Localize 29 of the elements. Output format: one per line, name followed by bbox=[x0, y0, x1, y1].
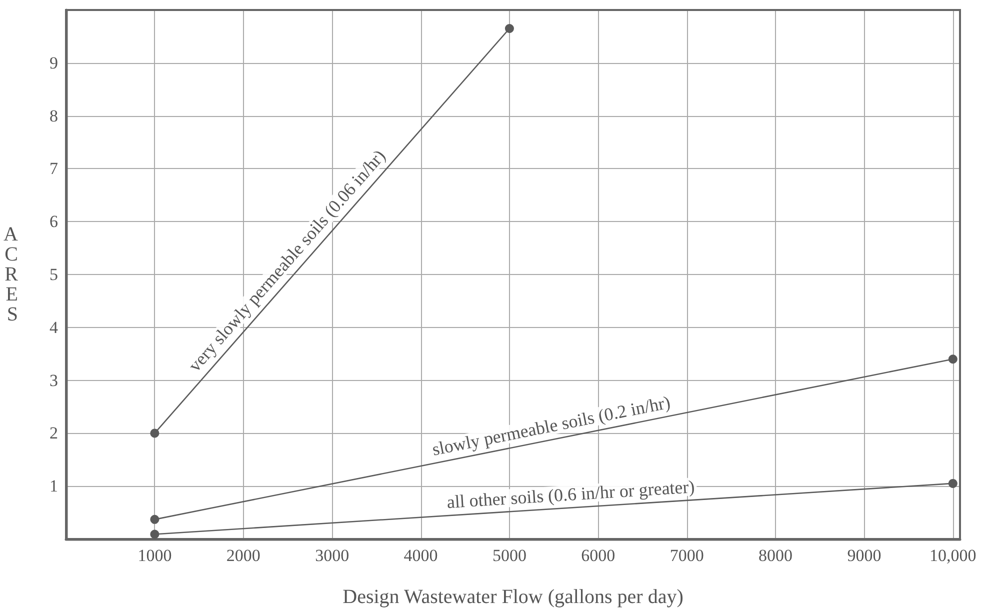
x-tick-label: 2000 bbox=[226, 546, 260, 565]
x-tick-label: 5000 bbox=[492, 546, 526, 565]
y-tick-label: 2 bbox=[50, 424, 58, 443]
x-tick-label: 7000 bbox=[670, 546, 704, 565]
x-tick-label: 10,000 bbox=[930, 546, 976, 565]
annotation: slowly permeable soils (0.2 in/hr) bbox=[430, 392, 672, 460]
y-tick-label: 1 bbox=[50, 476, 58, 496]
x-axis-title: Design Wastewater Flow (gallons per day) bbox=[342, 586, 684, 608]
x-tick-label: 4000 bbox=[404, 546, 438, 565]
x-tick-label: 9000 bbox=[847, 546, 882, 565]
point bbox=[948, 354, 958, 364]
point bbox=[150, 514, 160, 524]
x-tick-label: 1000 bbox=[138, 546, 172, 565]
annotation: all other soils (0.6 in/hr or greater) bbox=[446, 476, 696, 512]
y-tick-label: 4 bbox=[50, 318, 58, 337]
y-axis-title: ACRES bbox=[4, 224, 19, 326]
point bbox=[504, 24, 514, 34]
y-tick-label: 9 bbox=[50, 53, 58, 72]
y-tick-label: 6 bbox=[50, 212, 58, 232]
y-tick-label: 7 bbox=[50, 159, 58, 178]
x-tick-label: 3000 bbox=[315, 546, 350, 565]
y-tick-label: 5 bbox=[50, 265, 58, 284]
point bbox=[948, 478, 958, 488]
point bbox=[150, 530, 160, 539]
x-tick-label: 6000 bbox=[581, 546, 616, 565]
y-tick-label: 8 bbox=[50, 106, 58, 126]
point bbox=[150, 428, 160, 438]
y-tick-label: 3 bbox=[50, 370, 58, 390]
x-tick-label: 8000 bbox=[758, 546, 793, 565]
